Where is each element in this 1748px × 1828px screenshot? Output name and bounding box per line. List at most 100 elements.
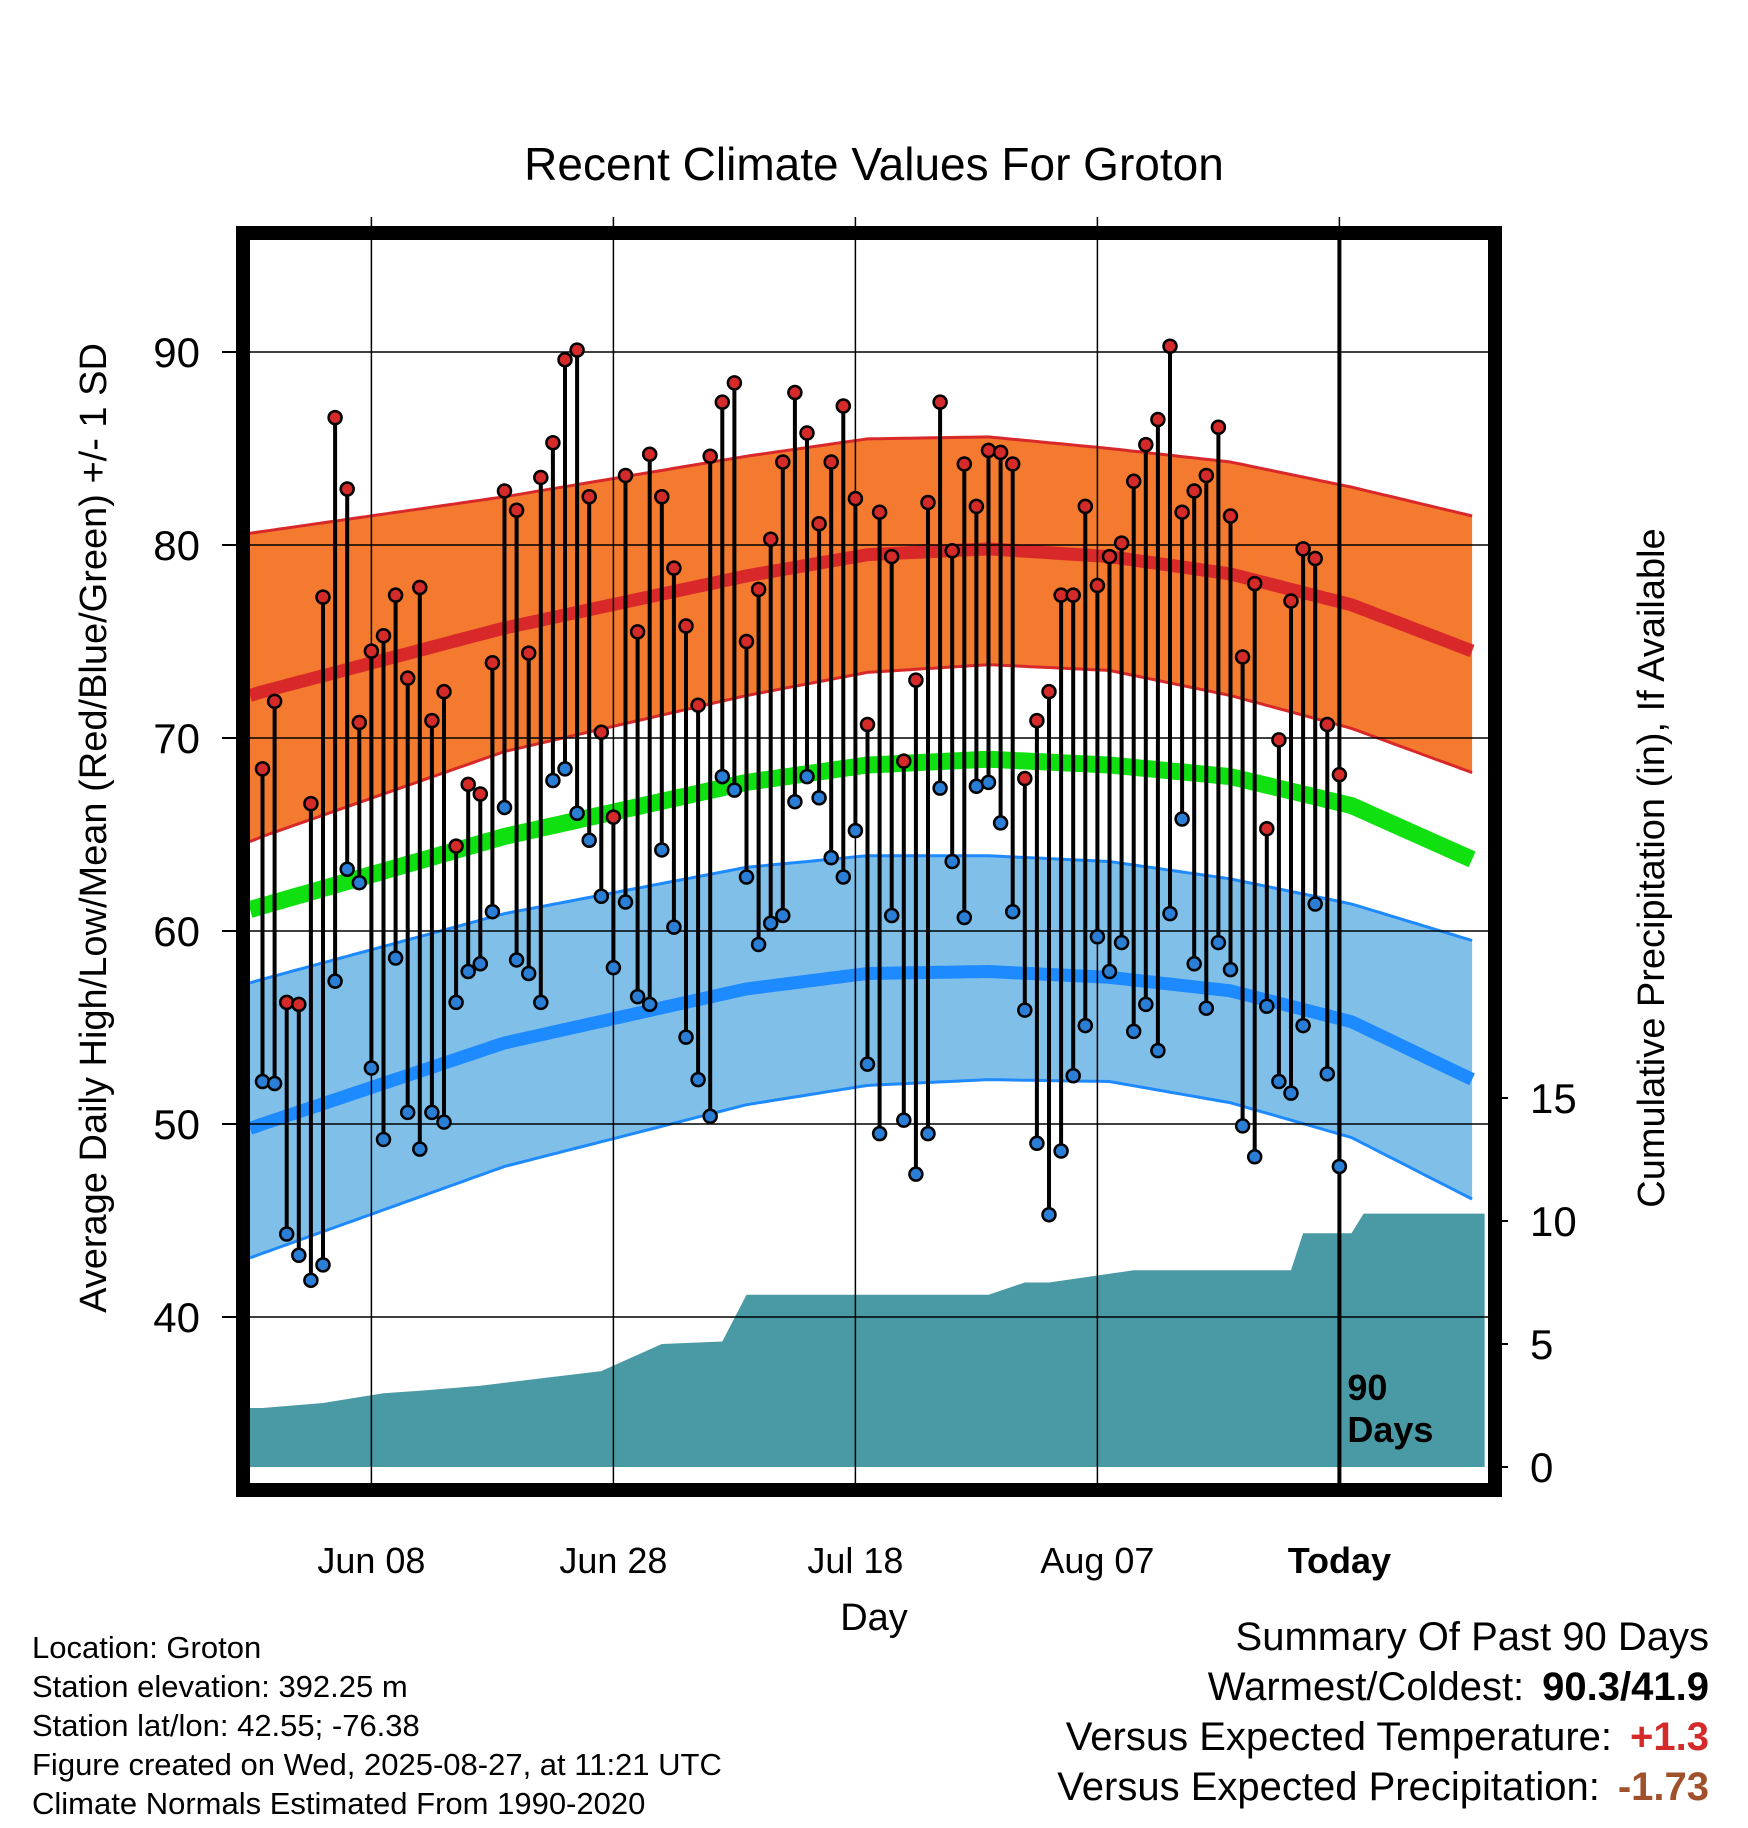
daily-low-point xyxy=(1004,903,1021,920)
daily-low-point xyxy=(1222,961,1239,978)
daily-low-point xyxy=(593,888,610,905)
daily-low-point xyxy=(1319,1066,1336,1082)
daily-low-point xyxy=(896,1112,912,1128)
chart-title: Recent Climate Values For Groton xyxy=(524,138,1224,190)
daily-high-point xyxy=(932,394,948,410)
daily-high-point xyxy=(641,446,658,463)
daily-low-point xyxy=(266,1075,283,1092)
daily-low-point xyxy=(908,1166,924,1182)
daily-low-point xyxy=(387,950,404,966)
daily-low-point xyxy=(496,799,513,816)
daily-low-point xyxy=(1234,1118,1251,1134)
warm-cold-row: Warmest/Coldest: 90.3/41.9 xyxy=(1057,1662,1709,1712)
daily-low-point xyxy=(1210,934,1227,951)
daily-low-point xyxy=(641,996,658,1013)
warmest-value: 90.3 xyxy=(1542,1665,1621,1709)
daily-low-point xyxy=(629,988,646,1005)
daily-low-point xyxy=(315,1257,331,1273)
daily-high-point xyxy=(1246,575,1263,592)
daily-high-point xyxy=(1029,712,1045,729)
y-tick-label: 40 xyxy=(153,1294,200,1341)
daily-high-point xyxy=(678,618,694,634)
daily-low-point xyxy=(823,849,839,866)
daily-low-point xyxy=(424,1104,440,1121)
daily-low-point xyxy=(303,1272,319,1289)
daily-low-point xyxy=(1041,1206,1057,1223)
daily-high-point xyxy=(533,469,549,486)
daily-high-point xyxy=(750,581,767,598)
y2-tick-label: 5 xyxy=(1530,1321,1553,1368)
daily-low-point xyxy=(1246,1149,1263,1165)
high-sd-band xyxy=(250,436,1473,842)
daily-high-point xyxy=(557,351,573,368)
y2-tick-label: 10 xyxy=(1530,1198,1577,1245)
daily-high-point xyxy=(569,342,585,358)
daily-low-point xyxy=(399,1104,416,1121)
temp-label: Versus Expected Temperature: xyxy=(1065,1715,1613,1759)
daily-high-point xyxy=(847,490,864,507)
daily-high-point xyxy=(690,697,706,713)
daily-low-point xyxy=(1077,1017,1094,1034)
daily-low-point xyxy=(1113,934,1130,951)
daily-low-point xyxy=(412,1141,428,1157)
daily-high-point xyxy=(726,375,743,391)
plot-frame xyxy=(236,226,1502,1497)
daily-high-point xyxy=(315,589,331,605)
daily-low-point xyxy=(932,780,948,796)
daily-high-point xyxy=(327,409,343,426)
today-days-label: 90 xyxy=(1347,1367,1387,1408)
daily-low-point xyxy=(508,952,525,968)
daily-high-point xyxy=(702,448,718,464)
daily-low-point xyxy=(1186,956,1202,972)
y-tick-label: 60 xyxy=(153,908,200,955)
daily-high-point xyxy=(944,543,960,559)
daily-high-point xyxy=(266,693,283,710)
precip-value: -1.73 xyxy=(1617,1765,1709,1809)
daily-low-point xyxy=(1089,929,1106,945)
daily-high-point xyxy=(1222,508,1239,524)
daily-low-point xyxy=(278,1226,295,1242)
station-info: Location: Groton Station elevation: 392.… xyxy=(32,1628,722,1823)
daily-high-point xyxy=(654,489,670,505)
warm-cold-value: 90.3/41.9 xyxy=(1542,1662,1709,1712)
daily-low-point xyxy=(1271,1073,1287,1090)
daily-high-point xyxy=(1259,820,1275,837)
daily-high-point xyxy=(1198,467,1215,484)
daily-low-point xyxy=(1283,1085,1299,1101)
daily-high-point xyxy=(1174,504,1190,520)
daily-high-point xyxy=(859,716,876,733)
daily-high-point xyxy=(460,776,476,793)
daily-high-point xyxy=(436,683,452,700)
daily-high-point xyxy=(1295,541,1311,557)
daily-low-point xyxy=(702,1108,718,1125)
daily-high-point xyxy=(629,624,646,640)
daily-high-point xyxy=(1077,498,1094,515)
daily-low-point xyxy=(363,1060,380,1076)
daily-low-point xyxy=(327,973,343,989)
daily-high-point xyxy=(1271,732,1287,748)
y2-axis-label: Cumulative Precipitation (in), If Availa… xyxy=(1631,528,1673,1207)
daily-low-point xyxy=(1101,963,1118,980)
daily-low-point xyxy=(533,994,549,1011)
daily-low-point xyxy=(581,832,597,849)
daily-high-point xyxy=(871,504,888,520)
daily-low-point xyxy=(339,861,355,877)
daily-low-point xyxy=(605,959,622,976)
daily-high-point xyxy=(1004,456,1021,472)
precip-row: Versus Expected Precipitation: -1.73 xyxy=(1057,1762,1709,1812)
daily-low-point xyxy=(1053,1143,1069,1159)
daily-high-point xyxy=(1113,535,1130,551)
daily-low-point xyxy=(291,1247,307,1263)
daily-high-point xyxy=(412,579,428,596)
daily-high-point xyxy=(339,481,355,497)
daily-high-point xyxy=(1162,338,1178,354)
daily-low-point xyxy=(1174,811,1190,827)
daily-low-point xyxy=(460,963,476,980)
daily-low-point xyxy=(750,936,767,953)
daily-high-point xyxy=(714,394,731,410)
daily-high-point xyxy=(617,467,634,484)
x-tick-label: Jun 08 xyxy=(317,1540,425,1581)
daily-high-point xyxy=(992,444,1009,461)
x-tick-label: Jul 18 xyxy=(807,1540,903,1581)
